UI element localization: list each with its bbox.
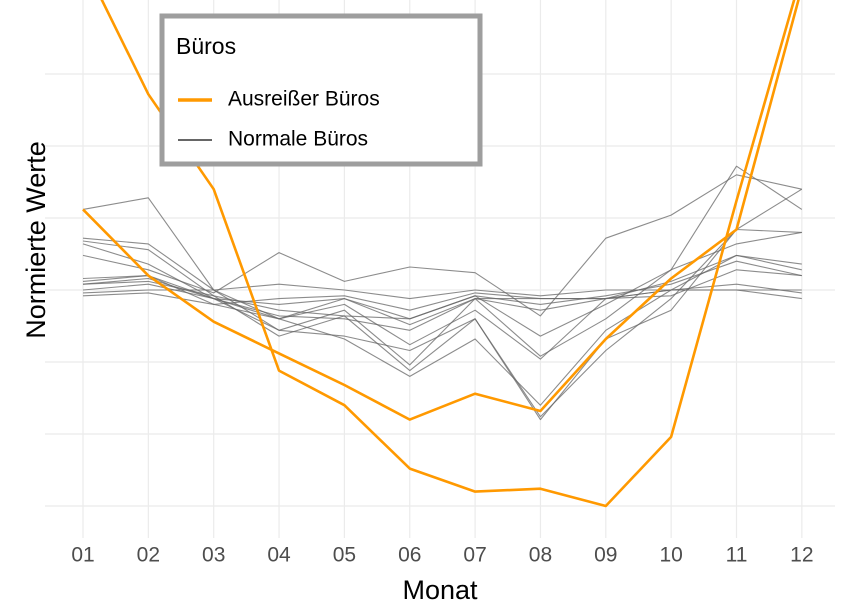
series-line xyxy=(82,283,802,300)
x-tick-label: 08 xyxy=(529,544,552,567)
x-tick-label: 12 xyxy=(790,544,813,567)
series-line xyxy=(82,283,802,360)
series-line xyxy=(82,174,802,317)
x-tick-label: 07 xyxy=(463,544,486,567)
x-tick-label: 04 xyxy=(267,544,291,567)
series-line xyxy=(82,269,802,311)
x-tick-label: 06 xyxy=(398,544,421,567)
y-axis-title: Normierte Werte xyxy=(21,141,51,339)
series-line xyxy=(100,0,796,508)
plot-lines xyxy=(82,0,803,508)
series-line xyxy=(82,231,802,366)
series-line xyxy=(82,228,802,418)
legend: Büros Ausreißer Büros Normale Büros xyxy=(159,13,483,167)
legend-label: Ausreißer Büros xyxy=(228,88,380,111)
x-tick-label: 01 xyxy=(71,544,94,567)
x-tick-label: 11 xyxy=(726,544,748,567)
x-tick-label: 02 xyxy=(137,544,160,567)
legend-label: Normale Büros xyxy=(228,128,368,151)
series-line xyxy=(82,0,800,421)
series-line xyxy=(82,165,803,337)
series-line xyxy=(82,188,803,421)
x-tick-label: 03 xyxy=(202,544,225,567)
series-line xyxy=(82,243,802,406)
legend-title: Büros xyxy=(176,33,236,59)
x-tick-label: 09 xyxy=(594,544,617,567)
series-line xyxy=(82,260,802,320)
x-tick-label: 10 xyxy=(659,544,682,567)
x-tick-label: 05 xyxy=(333,544,356,567)
x-ticks: 01 02 03 04 05 06 07 08 09 10 11 12 xyxy=(71,544,813,567)
x-axis-title: Monat xyxy=(402,575,478,605)
legend-box xyxy=(159,13,483,167)
